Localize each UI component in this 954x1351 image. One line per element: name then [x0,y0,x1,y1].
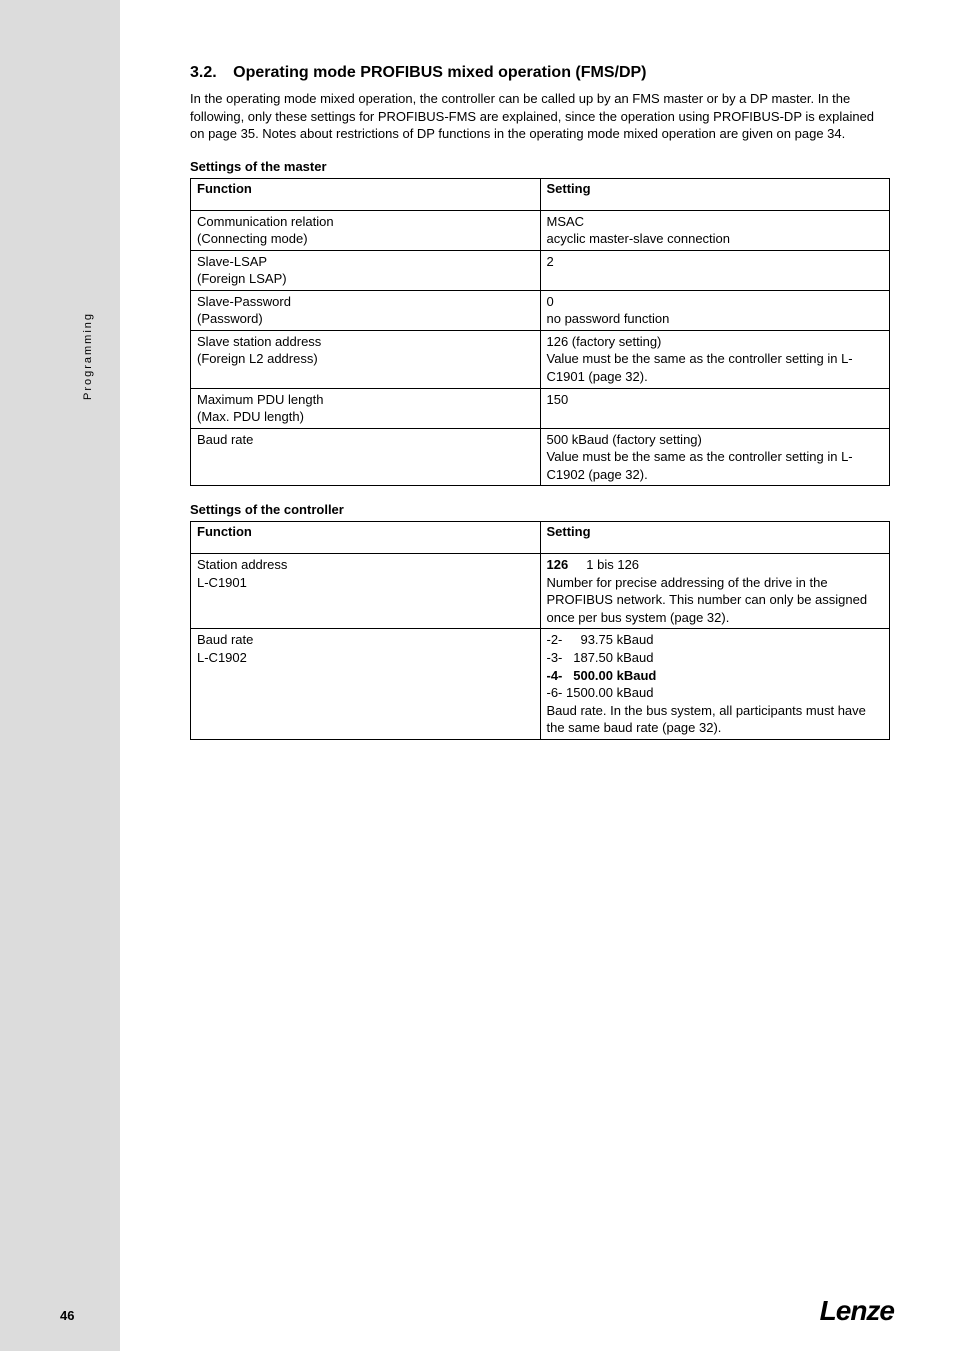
cell-text: (Foreign L2 address) [197,351,318,366]
table-row: Slave station address (Foreign L2 addres… [191,330,890,388]
baud-option-code: -4- [547,668,563,683]
cell-text: 150 [547,392,569,407]
cell-text: (Max. PDU length) [197,409,304,424]
cell-text: Value must be the same as the controller… [547,351,853,384]
table-row: Baud rate 500 kBaud (factory setting) Va… [191,428,890,486]
master-setting-cell: 126 (factory setting) Value must be the … [540,330,890,388]
controller-setting-cell: -2- 93.75 kBaud -3- 187.50 kBaud -4- 500… [540,629,890,739]
sidebar-label: Programming [82,312,94,400]
master-header-setting: Setting [540,178,890,210]
cell-text: (Password) [197,311,263,326]
table-row: Communication relation (Connecting mode)… [191,210,890,250]
cell-text: (Connecting mode) [197,231,308,246]
table-header-row: Function Setting [191,178,890,210]
cell-text: 500 kBaud (factory setting) [547,432,702,447]
content-area: 3.2. Operating mode PROFIBUS mixed opera… [190,64,890,740]
intro-paragraph: In the operating mode mixed operation, t… [190,90,890,143]
master-table: Function Setting Communication relation … [190,178,890,487]
master-setting-cell: 2 [540,250,890,290]
cell-text: Slave station address [197,334,321,349]
cell-text: (Foreign LSAP) [197,271,287,286]
baud-option-value: 93.75 kBaud [566,632,653,647]
master-setting-cell: 500 kBaud (factory setting) Value must b… [540,428,890,486]
cell-text: L-C1902 [197,650,247,665]
cell-text: Number for precise addressing of the dri… [547,575,868,625]
cell-text: no password function [547,311,670,326]
master-table-heading: Settings of the master [190,159,890,174]
controller-function-cell: Baud rate L-C1902 [191,629,541,739]
master-function-cell: Slave-Password (Password) [191,290,541,330]
table-row: Station address L-C1901 126 1 bis 126 Nu… [191,554,890,629]
controller-setting-cell: 126 1 bis 126 Number for precise address… [540,554,890,629]
master-setting-cell: 150 [540,388,890,428]
baud-option-value: 1500.00 kBaud [566,685,653,700]
master-function-cell: Slave-LSAP (Foreign LSAP) [191,250,541,290]
table-row: Slave-Password (Password) 0 no password … [191,290,890,330]
cell-text: Value must be the same as the controller… [547,449,853,482]
cell-text: L-C1901 [197,575,247,590]
controller-header-setting: Setting [540,522,890,554]
cell-text: Slave-Password [197,294,291,309]
cell-text: Maximum PDU length [197,392,323,407]
baud-option-value: 187.50 kBaud [566,650,653,665]
cell-bold-value: 126 [547,557,569,572]
brand-logo: Lenze [820,1295,894,1327]
baud-option-code: -2- [547,632,563,647]
table-row: Maximum PDU length (Max. PDU length) 150 [191,388,890,428]
cell-text: acyclic master-slave connection [547,231,731,246]
master-function-cell: Maximum PDU length (Max. PDU length) [191,388,541,428]
table-row: Baud rate L-C1902 -2- 93.75 kBaud -3- 18… [191,629,890,739]
master-setting-cell: MSAC acyclic master-slave connection [540,210,890,250]
cell-text: Slave-LSAP [197,254,267,269]
baud-option-code: -6- [547,685,563,700]
baud-option-code: -3- [547,650,563,665]
controller-function-cell: Station address L-C1901 [191,554,541,629]
cell-text: 1 bis 126 [568,557,639,572]
section-title: Operating mode PROFIBUS mixed operation … [233,64,646,81]
page-number: 46 [60,1308,74,1323]
left-band [0,0,120,1351]
section-number: 3.2. [190,64,217,81]
cell-text: Baud rate [197,632,253,647]
section-heading: 3.2. Operating mode PROFIBUS mixed opera… [190,64,890,82]
cell-text: 126 (factory setting) [547,334,662,349]
table-row: Slave-LSAP (Foreign LSAP) 2 [191,250,890,290]
master-header-function: Function [191,178,541,210]
cell-text: MSAC [547,214,585,229]
controller-table: Function Setting Station address L-C1901… [190,521,890,739]
table-header-row: Function Setting [191,522,890,554]
cell-text: Communication relation [197,214,334,229]
cell-text: Station address [197,557,287,572]
cell-text: Baud rate [197,432,253,447]
controller-header-function: Function [191,522,541,554]
master-function-cell: Slave station address (Foreign L2 addres… [191,330,541,388]
cell-text: Baud rate. In the bus system, all partic… [547,703,866,736]
controller-table-heading: Settings of the controller [190,502,890,517]
master-setting-cell: 0 no password function [540,290,890,330]
cell-text: 0 [547,294,554,309]
cell-text: 2 [547,254,554,269]
baud-option-value: 500.00 kBaud [566,668,656,683]
master-function-cell: Baud rate [191,428,541,486]
master-function-cell: Communication relation (Connecting mode) [191,210,541,250]
